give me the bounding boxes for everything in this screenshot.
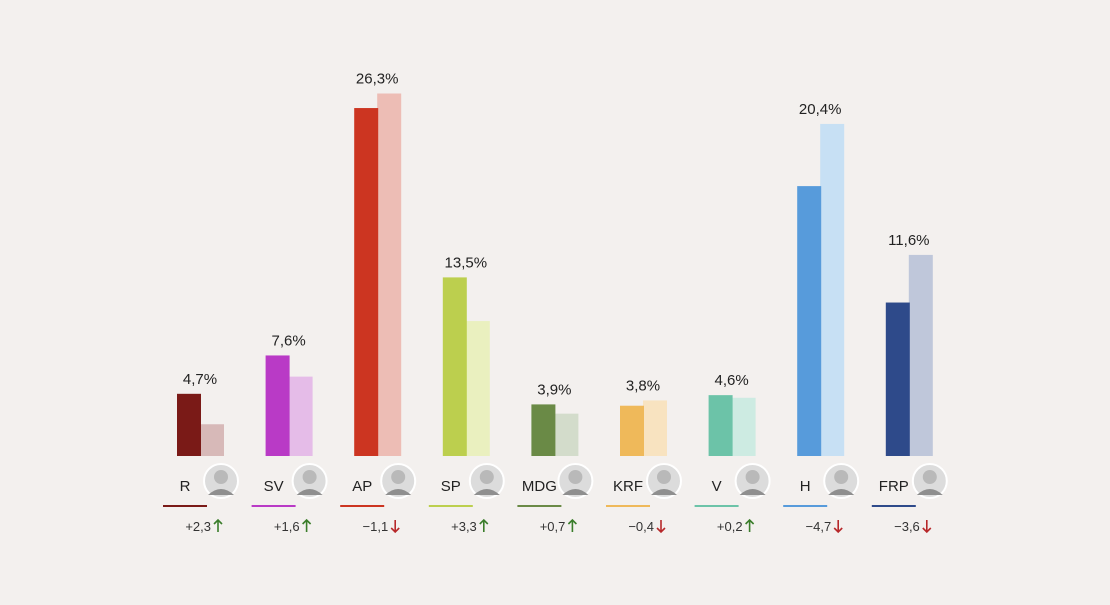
party-label-mdg: MDG: [522, 478, 557, 495]
value-label-mdg: 3,9%: [537, 381, 571, 398]
bar-current-r: [177, 393, 201, 456]
value-label-sp: 13,5%: [445, 254, 488, 271]
portrait-head-icon: [834, 470, 849, 484]
party-label-krf: KRF: [613, 478, 643, 495]
bar-previous-sp: [465, 321, 490, 456]
value-label-sv: 7,6%: [271, 332, 305, 349]
bar-current-krf: [620, 405, 644, 456]
party-underline-sv: [251, 505, 296, 507]
party-underline-ap: [340, 505, 385, 507]
bar-current-sp: [442, 277, 467, 456]
value-label-frp: 11,6%: [888, 232, 929, 249]
party-underline-v: [694, 505, 739, 507]
portrait-head-icon: [391, 470, 406, 484]
change-label-v: +0,2: [717, 519, 743, 534]
bar-previous-frp: [908, 254, 933, 456]
arrow-up-icon: [745, 518, 755, 532]
party-label-r: R: [180, 478, 191, 495]
bar-previous-h: [820, 123, 845, 456]
change-label-h: −4,7: [806, 519, 832, 534]
bar-previous-krf: [643, 400, 667, 456]
portrait-head-icon: [745, 470, 760, 484]
value-label-ap: 26,3%: [356, 70, 399, 87]
bar-current-h: [797, 186, 822, 456]
change-label-ap: −1,1: [363, 519, 389, 534]
portrait-head-icon: [922, 470, 937, 484]
portrait-shoulders-icon: [739, 489, 766, 495]
change-label-r: +2,3: [185, 519, 211, 534]
party-label-frp: FRP: [879, 478, 909, 495]
portrait-shoulders-icon: [651, 489, 677, 495]
party-label-ap: AP: [352, 478, 372, 495]
bar-previous-ap: [377, 93, 402, 457]
value-label-krf: 3,8%: [626, 377, 660, 394]
arrow-down-icon: [390, 520, 400, 534]
party-underline-krf: [606, 505, 650, 507]
bar-current-mdg: [531, 404, 556, 456]
change-label-frp: −3,6: [894, 519, 920, 534]
arrow-down-icon: [833, 520, 843, 534]
party-label-v: V: [712, 478, 722, 495]
party-underline-frp: [871, 505, 916, 507]
party-underline-sp: [428, 505, 473, 507]
change-label-mdg: +0,7: [540, 519, 566, 534]
portrait-head-icon: [479, 470, 494, 484]
arrow-up-icon: [567, 518, 577, 532]
change-label-krf: −0,4: [628, 519, 654, 534]
portrait-shoulders-icon: [296, 489, 323, 495]
bar-current-sv: [265, 355, 290, 456]
bar-previous-r: [200, 424, 224, 456]
arrow-up-icon: [302, 518, 312, 532]
change-label-sp: +3,3: [451, 519, 477, 534]
party-label-sv: SV: [264, 478, 284, 495]
value-label-v: 4,6%: [714, 372, 748, 389]
bar-current-ap: [354, 108, 379, 457]
arrow-up-icon: [479, 518, 489, 532]
portrait-head-icon: [657, 470, 671, 484]
value-label-h: 20,4%: [799, 101, 842, 118]
bar-previous-mdg: [554, 413, 579, 456]
party-underline-r: [163, 505, 207, 507]
portrait-head-icon: [214, 470, 228, 484]
portrait-head-icon: [302, 470, 317, 484]
bar-current-v: [708, 395, 733, 456]
arrow-down-icon: [922, 520, 932, 534]
portrait-shoulders-icon: [562, 489, 589, 495]
portrait-shoulders-icon: [385, 489, 412, 495]
arrow-down-icon: [656, 520, 666, 534]
portrait-shoulders-icon: [916, 489, 943, 495]
party-underline-h: [783, 505, 828, 507]
portrait-head-icon: [568, 470, 583, 484]
bar-previous-v: [731, 397, 756, 456]
portrait-shoulders-icon: [473, 489, 500, 495]
arrow-up-icon: [213, 518, 223, 532]
bar-current-frp: [885, 302, 910, 456]
value-label-r: 4,7%: [183, 371, 217, 388]
portrait-shoulders-icon: [208, 489, 234, 495]
party-label-sp: SP: [441, 478, 461, 495]
portrait-shoulders-icon: [828, 489, 855, 495]
bar-previous-sv: [288, 376, 313, 456]
party-label-h: H: [800, 478, 811, 495]
party-underline-mdg: [517, 505, 562, 507]
change-label-sv: +1,6: [274, 519, 300, 534]
